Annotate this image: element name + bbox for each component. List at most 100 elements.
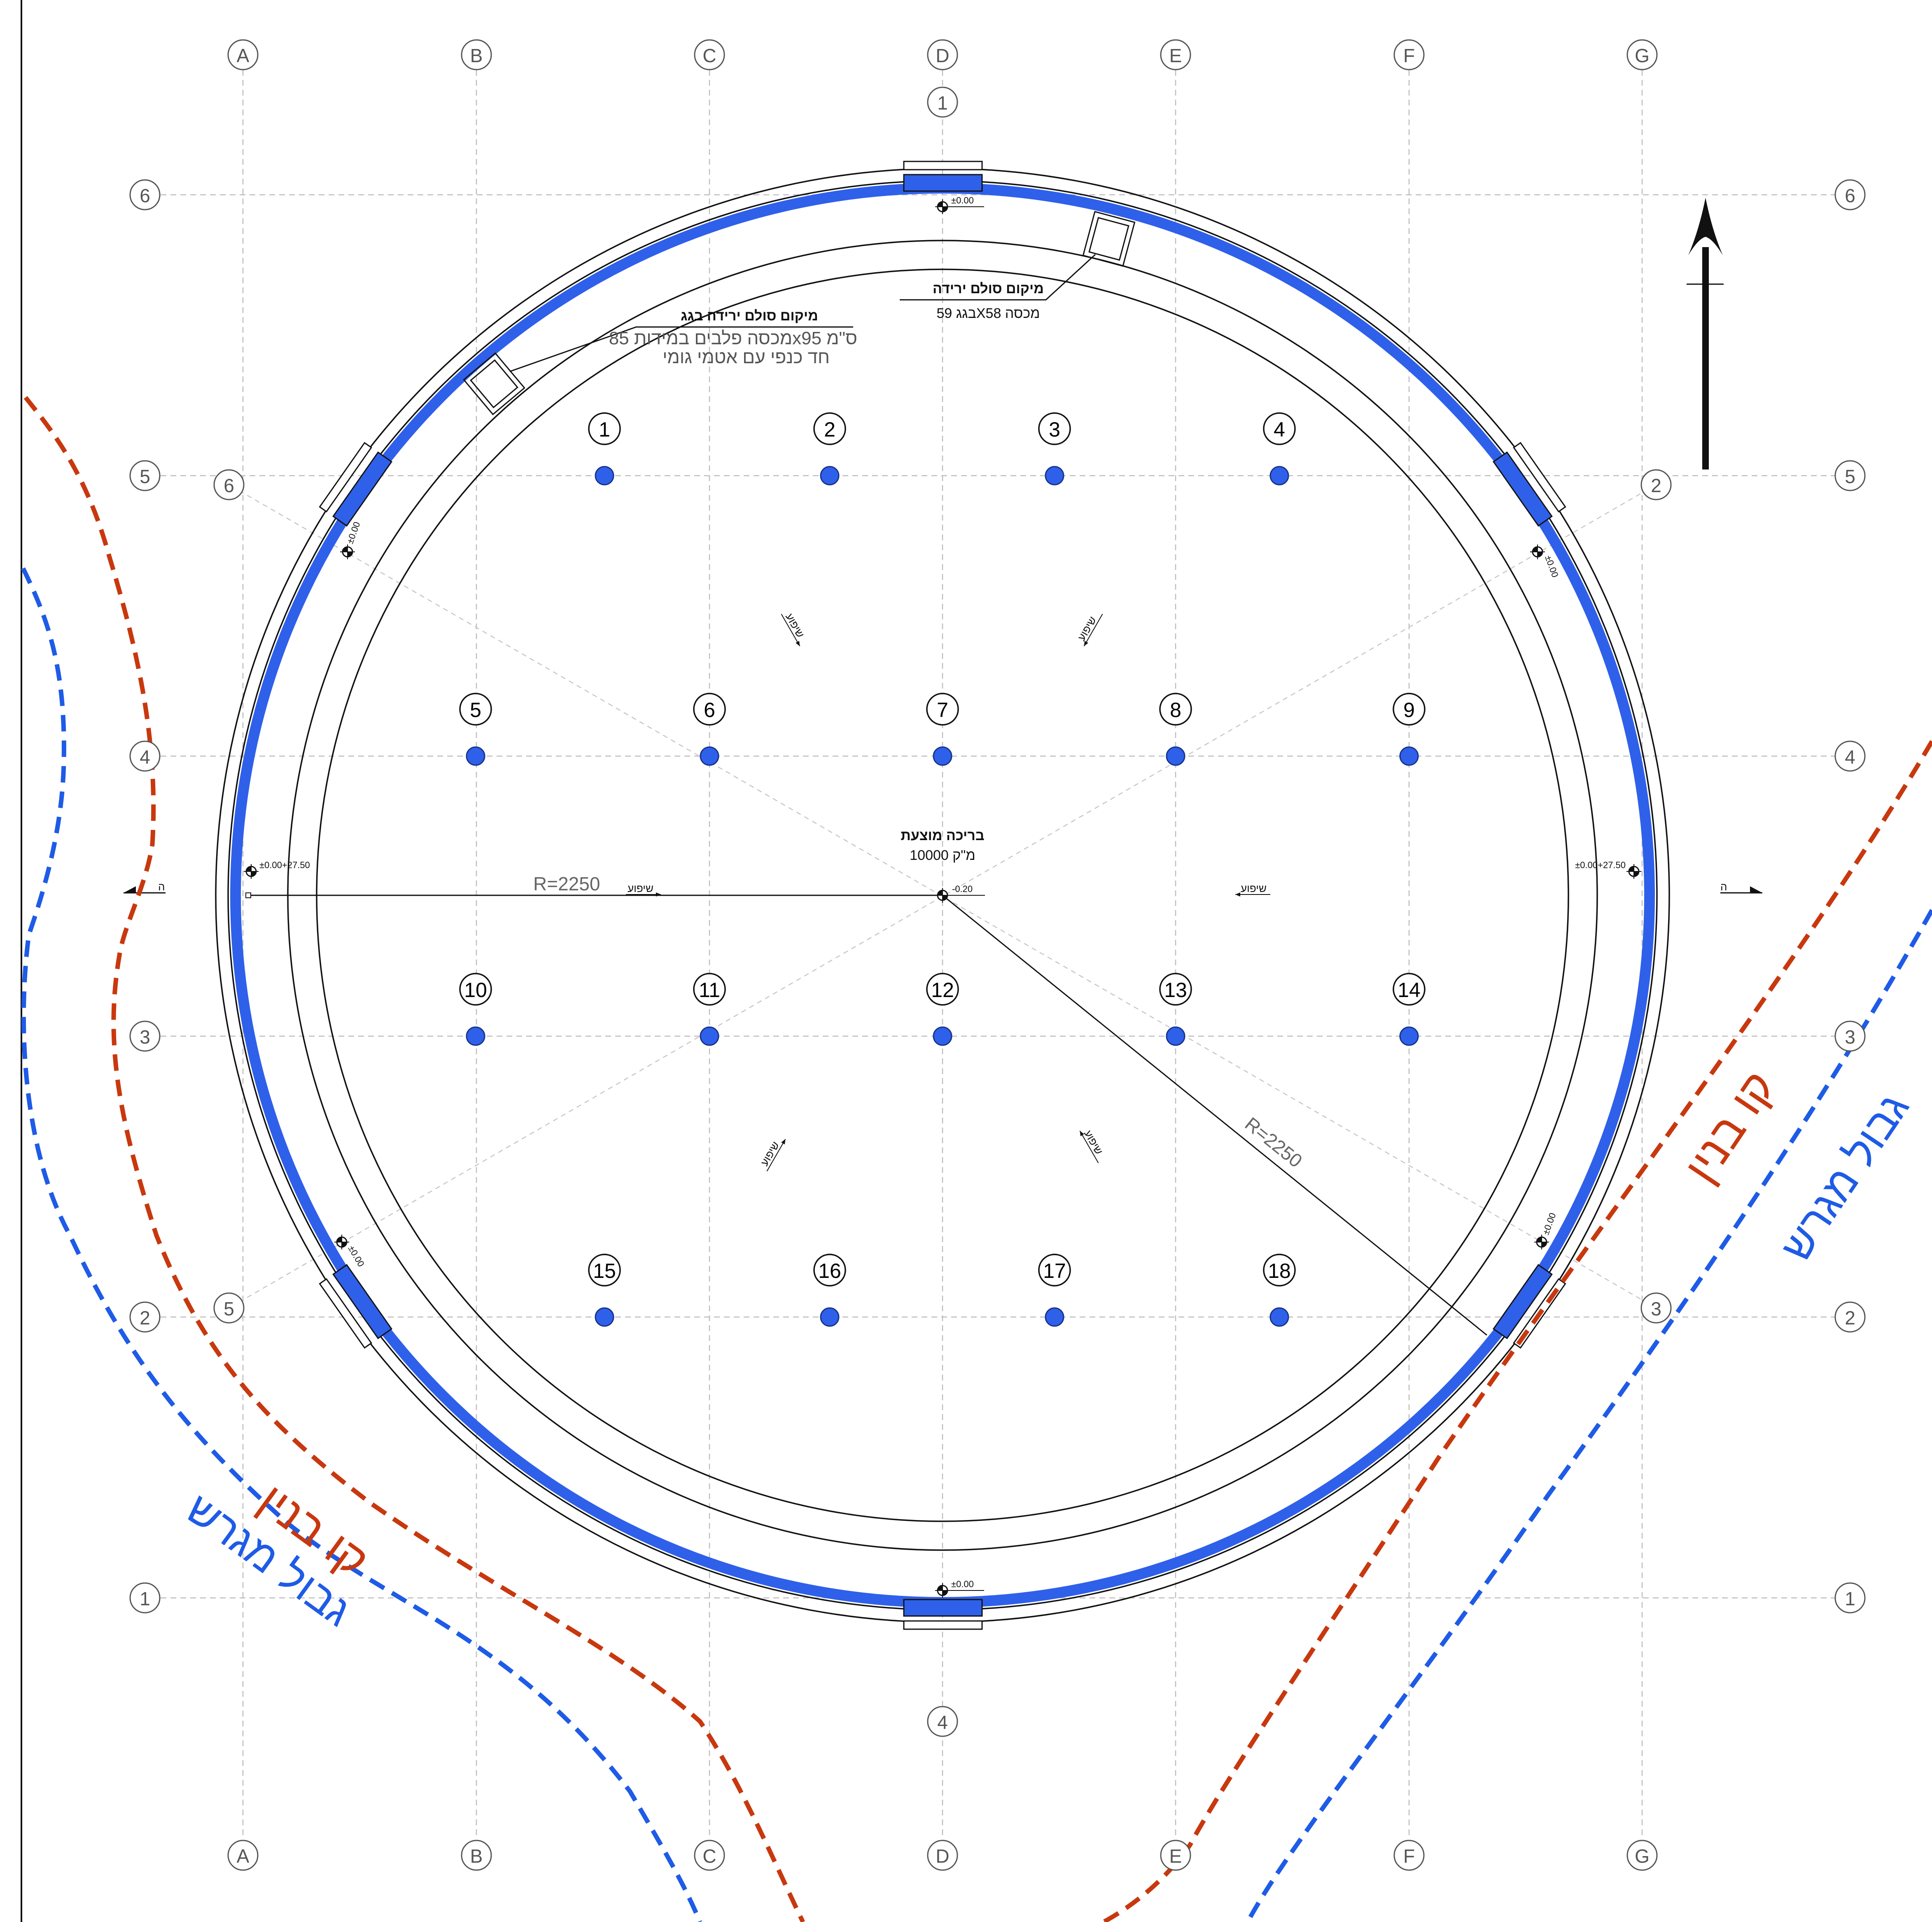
column-label-bubble [926, 973, 959, 1006]
slope-arrow-ne: שיפוע [1075, 614, 1103, 647]
column-label: 17 [1043, 1259, 1066, 1282]
column-11: 11 [693, 973, 726, 1046]
svg-text:1: 1 [140, 1588, 150, 1609]
level-marker-icon: ±0.00+27.50 [243, 860, 310, 880]
column-dot [700, 746, 719, 766]
column-label: 10 [464, 979, 487, 1002]
column-dot [595, 1307, 614, 1327]
column-16: 16 [813, 1254, 846, 1327]
axis-bubble-row-5: 5 [129, 460, 161, 491]
axis-bubble-G: G [1626, 39, 1658, 70]
level-marker-icon: ±0.00+27.50 [1575, 860, 1642, 880]
svg-text:שיפוע: שיפוע [1075, 614, 1099, 643]
column-label-bubble [1159, 693, 1192, 726]
column-dot [933, 746, 952, 766]
slope-arrow-se: שיפוע [1079, 1128, 1105, 1163]
ladder-note-top-detail: בגג 59Xמכסה 58 [936, 306, 1040, 321]
column-7: 7 [926, 693, 959, 766]
column-9: 9 [1393, 693, 1426, 766]
column-dot [933, 1026, 952, 1046]
ladder-note-roof-detail-1: מכסה פלבים במידות 85x95 ס"מ [609, 328, 857, 348]
axis-bubble-row-4: 4 [1834, 740, 1866, 772]
svg-text:שיפוע: שיפוע [628, 882, 653, 894]
axis-bubble-B: B [461, 1840, 492, 1871]
axis-bubble-row-1: 1 [1834, 1582, 1866, 1614]
svg-text:4: 4 [140, 746, 150, 768]
ring-axis-bubble-1: 1 [927, 86, 958, 118]
svg-text:F: F [1403, 1845, 1415, 1867]
svg-text:3: 3 [140, 1026, 150, 1048]
wall-thickening-se [1492, 1264, 1566, 1349]
axis-bubble-E: E [1160, 1840, 1191, 1871]
axis-bubble-G: G [1626, 1840, 1658, 1871]
axis-bubble-row-6: 6 [129, 179, 161, 210]
column-label: 12 [931, 979, 954, 1002]
ladder-note-roof: מיקום סולם ירידה בגג מכסה פלבים במידות 8… [509, 308, 857, 372]
svg-text:A: A [237, 1845, 250, 1867]
ring-axis-bubble-6: 6 [213, 469, 245, 500]
radius-dimension-diagonal: R=2250 [942, 894, 1487, 1336]
plot-line-label-east: גבול מגרש [1772, 1084, 1918, 1270]
rim-level-sw: ±0.00 [346, 1244, 366, 1268]
slope-arrow-nw: שיפוע [781, 611, 807, 647]
column-dot [1399, 746, 1419, 766]
svg-text:E: E [1169, 45, 1182, 66]
axis-bubble-row-1: 1 [129, 1582, 161, 1614]
svg-text:6: 6 [224, 475, 234, 496]
axis-bubble-row-3: 3 [1834, 1021, 1866, 1052]
svg-text:G: G [1635, 1845, 1650, 1867]
pool-title-block: בריכה מוצעת 10000 מ"ק [901, 828, 984, 863]
level-marker-icon: ±0.00 [934, 195, 984, 215]
structural-grid [161, 70, 1836, 1837]
axis-bubble-row-2: 2 [1834, 1301, 1866, 1333]
svg-text:5: 5 [1845, 466, 1855, 487]
column-label: 2 [824, 418, 835, 441]
column-8: 8 [1159, 693, 1192, 766]
column-dot [1045, 1307, 1064, 1327]
building-line-label-east: קו בנין [1674, 1062, 1785, 1192]
axis-bubble-row-2: 2 [129, 1301, 161, 1333]
axis-bubble-D: D [927, 39, 958, 70]
column-dot [700, 1026, 719, 1046]
column-label: 3 [1049, 418, 1060, 441]
ladder-hatch-roof [463, 352, 525, 416]
column-label-bubble [588, 1254, 621, 1287]
radius-dimension-horizontal: R=2250 [245, 873, 943, 898]
column-label: 5 [470, 698, 481, 722]
column-dot [595, 466, 614, 486]
column-label-bubble [1038, 1254, 1071, 1287]
column-label: 9 [1403, 698, 1415, 722]
svg-text:B: B [470, 1845, 483, 1867]
ladder-note-top-title: מיקום סולם ירידה [933, 281, 1044, 297]
side-level-right: ±0.00+27.50 [1575, 860, 1626, 870]
column-13: 13 [1159, 973, 1192, 1046]
level-marker-icon: -0.20 [934, 884, 985, 904]
column-6: 6 [693, 693, 726, 766]
svg-text:B: B [470, 45, 483, 66]
axis-bubble-row-6: 6 [1834, 179, 1866, 210]
ring-axis-bubble-4: 4 [927, 1706, 958, 1737]
svg-text:2: 2 [140, 1307, 150, 1329]
column-label: 7 [937, 698, 948, 722]
pool-volume: 10000 מ"ק [910, 848, 975, 863]
axis-bubble-A: A [227, 39, 259, 70]
column-label-bubble [1038, 412, 1071, 445]
column-label: 11 [699, 979, 720, 1002]
axis-bubble-E: E [1160, 39, 1191, 70]
ring-axis-bubble-5: 5 [213, 1292, 245, 1324]
wall-thickening-ne [1492, 442, 1566, 527]
column-label: 18 [1268, 1259, 1291, 1282]
wall-thickening-bottom [903, 1599, 983, 1617]
column-label-bubble [693, 693, 726, 726]
wall-thickening-top [903, 174, 983, 192]
column-2: 2 [813, 412, 846, 486]
plot-line-east [1246, 909, 1932, 1922]
center-level-text: -0.20 [952, 884, 973, 894]
axis-bubble-F: F [1393, 1840, 1425, 1871]
svg-text:G: G [1635, 45, 1650, 66]
column-dot [820, 466, 840, 486]
ring-axis-bubble-2: 2 [1640, 469, 1672, 500]
